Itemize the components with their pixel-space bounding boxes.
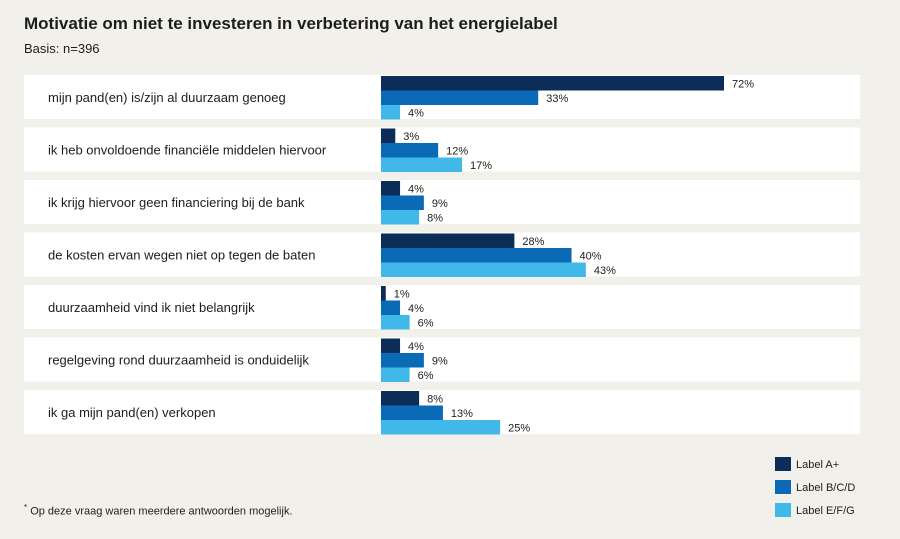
data-label: 33% [546,93,568,105]
data-label: 43% [594,265,616,277]
data-label: 8% [427,393,443,405]
data-label: 1% [394,288,410,300]
data-label: 13% [451,408,473,420]
bar [381,353,424,368]
chart-subtitle: Basis: n=396 [24,41,100,56]
data-label: 72% [732,78,754,90]
bar [381,210,420,225]
bar [381,90,539,105]
bar [381,391,420,406]
bar [381,315,410,330]
bar [381,338,401,353]
bar [381,233,515,248]
bar [381,143,439,158]
bar [381,157,462,172]
data-label: 6% [418,317,434,329]
data-label: 40% [580,250,602,262]
legend-swatch [775,503,791,517]
bar [381,405,443,420]
footnote: * Op deze vraag waren meerdere antwoorde… [24,503,293,518]
category-label: duurzaamheid vind ik niet belangrijk [48,300,255,315]
bar [381,128,396,143]
legend-label: Label E/F/G [796,505,855,517]
data-label: 12% [446,145,468,157]
data-label: 6% [418,370,434,382]
bar [381,195,424,210]
bar [381,181,401,196]
chart-title: Motivatie om niet te investeren in verbe… [24,14,558,33]
bar [381,105,401,120]
category-label: ik heb onvoldoende financiële middelen h… [48,143,327,158]
category-panel [24,337,860,382]
category-label: regelgeving rond duurzaamheid is onduide… [48,353,309,368]
data-label: 25% [508,422,530,434]
data-label: 4% [408,303,424,315]
category-label: ik krijg hiervoor geen financiering bij … [48,195,305,210]
data-label: 28% [522,236,544,248]
category-label: mijn pand(en) is/zijn al duurzaam genoeg [48,90,286,105]
data-label: 4% [408,341,424,353]
legend-label: Label B/C/D [796,482,855,494]
data-label: 8% [427,212,443,224]
category-panel [24,180,860,224]
data-label: 9% [432,198,448,210]
legend-swatch [775,480,791,494]
category-label: de kosten ervan wegen niet op tegen de b… [48,248,315,263]
data-label: 17% [470,160,492,172]
data-label: 3% [403,131,419,143]
category-label: ik ga mijn pand(en) verkopen [48,405,216,420]
bar [381,300,401,315]
data-label: 4% [408,107,424,119]
legend-swatch [775,457,791,471]
category-panel [24,285,860,329]
bar [381,286,386,301]
legend-label: Label A+ [796,459,839,471]
footnote-text: Op deze vraag waren meerdere antwoorden … [30,505,293,518]
bar [381,248,572,263]
footnote-marker: * [24,503,28,512]
bar [381,367,410,382]
data-label: 4% [408,183,424,195]
bar [381,262,586,277]
bar [381,420,501,435]
data-label: 9% [432,355,448,367]
bar [381,76,724,91]
